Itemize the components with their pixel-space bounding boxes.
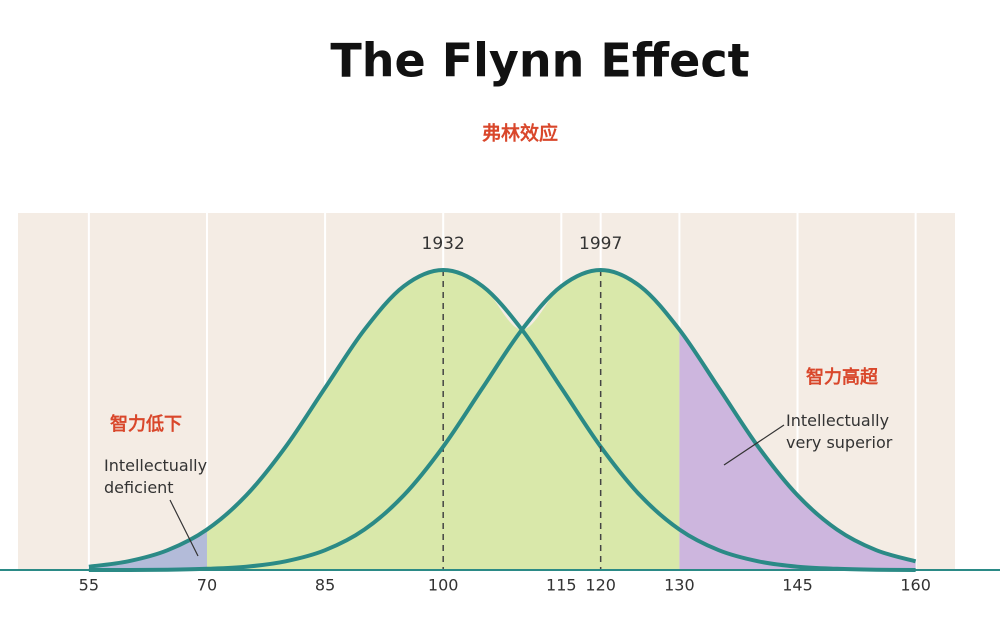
annotation-label: 智力低下 xyxy=(110,413,182,435)
annotation-text: Intellectually very superior xyxy=(786,411,893,452)
annotation-label: 智力高超 xyxy=(806,366,879,388)
region-fill xyxy=(679,329,916,570)
annotation-box: Intellectually very superior xyxy=(786,411,893,452)
x-tick-label: 120 xyxy=(585,576,616,595)
region-fill xyxy=(206,270,680,570)
curve xyxy=(88,267,917,573)
x-tick-label: 70 xyxy=(197,576,217,595)
x-tick-label: 130 xyxy=(664,576,695,595)
x-tick-label: 85 xyxy=(315,576,335,595)
chart-subtitle: 弗林效应 xyxy=(482,122,558,145)
annotation-text: Intellectually deficient xyxy=(104,456,208,497)
leader-line xyxy=(169,499,199,557)
series-label: 1932 xyxy=(422,234,465,254)
region-fill xyxy=(88,529,207,570)
annotation-box: Intellectually deficient xyxy=(104,456,208,497)
x-tick-label: 115 xyxy=(546,576,577,595)
x-tick-label: 160 xyxy=(900,576,931,595)
curve xyxy=(88,267,916,572)
series-label: 1997 xyxy=(579,234,622,254)
x-tick-label: 55 xyxy=(79,576,99,595)
chart-title: The Flynn Effect xyxy=(330,34,749,88)
x-tick-label: 145 xyxy=(782,576,813,595)
leader-line xyxy=(723,424,785,466)
x-tick-label: 100 xyxy=(428,576,459,595)
